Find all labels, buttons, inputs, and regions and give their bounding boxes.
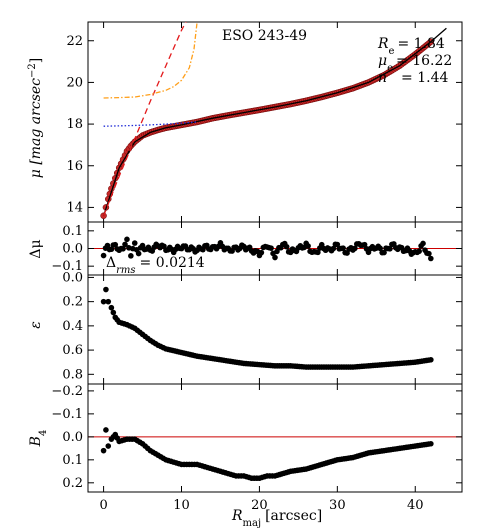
y-tick-label-surface-brightness: 14 [66, 200, 83, 215]
third-component-line [103, 22, 198, 99]
data-point-b4 [103, 427, 109, 433]
data-point-residual [387, 246, 393, 252]
y-tick-label-b4: −0.2 [51, 384, 83, 399]
y-tick-label-b4: −0.1 [51, 407, 83, 422]
plot-layer: 1416182022−0.10.00.10.00.20.40.60.8−0.2−… [51, 21, 463, 513]
y-tick-label-surface-brightness: 20 [66, 75, 83, 90]
data-point-residual [420, 240, 426, 247]
data-point-residual [120, 245, 126, 252]
svg-text:Re= 1.84: Re = 1.84 [377, 36, 445, 57]
data-point-residual [334, 241, 341, 248]
y-tick-label-surface-brightness: 22 [66, 34, 83, 49]
mue-label: μ [378, 53, 387, 69]
data-point-residual [135, 250, 142, 257]
model-line [102, 27, 447, 217]
data-point-ellipticity [103, 286, 109, 293]
x-tick-label: 30 [329, 498, 346, 513]
fit-parameters: Re = 1.84 μe = 16.22 n = 1.44 [377, 36, 452, 86]
data-point-residual [124, 236, 130, 243]
data-point-ellipticity [428, 356, 434, 363]
data-point-residual [283, 243, 290, 250]
rms-annotation: Δrms = 0.0214 [106, 255, 205, 276]
re-value: = 1.84 [397, 36, 444, 52]
re-label: R [377, 36, 389, 52]
x-tick-label: 20 [251, 498, 268, 513]
bulge-component-line [102, 22, 187, 217]
y-axis-label-mu: μ [mag arcsec−2] [27, 58, 45, 178]
x-tick-label: 40 [407, 498, 424, 513]
mue-value: = 16.22 [396, 53, 452, 69]
data-point-residual [100, 252, 107, 259]
y-tick-label-surface-brightness: 16 [66, 159, 83, 174]
data-point-residual [377, 245, 383, 252]
y-axis-label-ellipticity: ε [28, 321, 44, 329]
y-tick-label-residual: 0.0 [62, 242, 83, 257]
n-value: = 1.44 [401, 70, 448, 86]
data-point-residual [381, 249, 387, 256]
data-point-residual [122, 241, 128, 248]
svg-text:n= 1.44: n = 1.44 [378, 70, 448, 86]
galaxy-name: ESO 243-49 [222, 28, 307, 44]
data-point-residual [128, 253, 134, 259]
panel-frame-b4 [87, 383, 463, 493]
y-tick-label-ellipticity: 0.0 [62, 270, 83, 285]
data-point-ellipticity [100, 298, 107, 305]
disk-component-line [103, 121, 198, 127]
data-point-ellipticity [108, 304, 115, 311]
data-point-b4 [428, 440, 434, 447]
data-point-b4 [100, 447, 107, 454]
x-axis-label-sub: maj [243, 518, 262, 529]
svg-text:μe= 16.22: μe = 16.22 [378, 53, 452, 74]
y-tick-label-ellipticity: 0.2 [62, 295, 83, 310]
x-tick-label: 0 [99, 498, 107, 513]
n-label: n [378, 70, 387, 86]
data-point-residual [330, 245, 337, 252]
rms-value: = 0.0214 [140, 255, 205, 271]
y-tick-label-b4: 0.2 [62, 476, 83, 491]
y-tick-label-residual: 0.1 [62, 224, 83, 239]
mue-sub: e [387, 63, 393, 74]
data-point-residual [315, 249, 321, 256]
data-point-b4 [105, 443, 112, 449]
y-tick-label-ellipticity: 0.4 [62, 319, 83, 334]
x-axis-label: Rmaj [arcsec] [231, 508, 322, 529]
data-point-residual [268, 245, 274, 251]
re-sub: e [389, 46, 395, 57]
data-point-residual [340, 245, 346, 251]
data-point-residual [108, 246, 115, 253]
panel-frame-surface-brightness [87, 21, 463, 223]
data-point-residual [426, 250, 432, 257]
data-point-residual [361, 241, 368, 248]
data-point-residual [258, 249, 265, 256]
data-point-residual [112, 241, 119, 248]
data-point-ellipticity [105, 298, 112, 305]
x-axis-label-main: R [231, 508, 243, 524]
data-point-residual [352, 245, 358, 252]
data-point-residual [305, 243, 311, 249]
x-tick-label: 10 [173, 498, 190, 513]
y-tick-label-b4: 0.0 [62, 430, 83, 445]
y-tick-label-ellipticity: 0.6 [62, 343, 83, 358]
x-axis-label-unit: [arcsec] [265, 508, 322, 524]
data-point-ellipticity [110, 309, 117, 316]
data-point-residual [131, 240, 138, 246]
rms-symbol: Δ [106, 255, 116, 271]
y-axis-label-b4: B4 [28, 430, 49, 448]
rms-sub: rms [116, 265, 135, 276]
data-point-residual [428, 255, 434, 262]
y-tick-label-b4: 0.1 [62, 453, 83, 468]
data-point-residual [416, 248, 422, 255]
y-tick-label-surface-brightness: 18 [66, 117, 83, 132]
data-point-residual [272, 254, 278, 261]
y-tick-label-residual: −0.1 [51, 259, 83, 274]
y-tick-label-ellipticity: 0.8 [62, 367, 83, 382]
y-axis-label-residual: Δμ [28, 239, 44, 258]
